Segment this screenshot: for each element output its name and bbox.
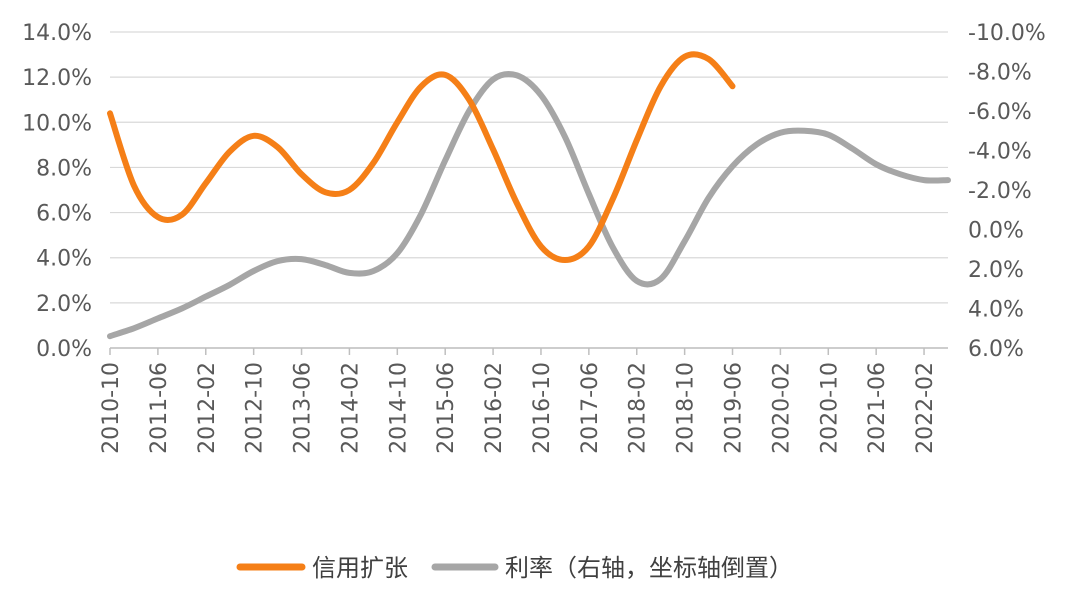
- series-line-credit-expansion: [107, 51, 736, 263]
- x-tick-label: 2016-10: [530, 362, 555, 454]
- left-tick-label: 10.0%: [22, 111, 92, 136]
- x-tick-label: 2019-06: [722, 362, 747, 454]
- x-tick-label: 2020-10: [817, 362, 842, 454]
- series-line-interest-rate: [107, 70, 951, 340]
- right-axis-tick-labels: 6.0% 4.0% 2.0% 0.0% -2.0% -4.0% -6.0% -8.0% -10.…: [968, 21, 1046, 362]
- x-tick-label: 2013-06: [291, 362, 316, 454]
- left-tick-label: 14.0%: [22, 21, 92, 46]
- right-tick-label: 4.0%: [968, 298, 1024, 323]
- axes: [109, 347, 948, 355]
- grid-lines: [110, 31, 948, 349]
- x-tick-label: 2018-02: [626, 362, 651, 454]
- x-tick-label: 2017-06: [578, 362, 603, 454]
- right-tick-label: -8.0%: [968, 61, 1032, 86]
- legend-label-credit: 信用扩张: [312, 554, 408, 582]
- right-tick-label: 6.0%: [968, 337, 1024, 362]
- x-axis-tick-labels: 2010-10 2011-06 2012-02 2012-10 2013-06 2014-…: [99, 362, 938, 454]
- x-tick-label: 2014-10: [386, 362, 411, 454]
- x-tick-label: 2022-02: [913, 362, 938, 454]
- legend-label-rate: 利率（右轴，坐标轴倒置）: [505, 554, 793, 582]
- left-axis-tick-labels: 0.0% 2.0% 4.0% 6.0% 8.0% 10.0% 12.0% 14.0%: [22, 21, 92, 362]
- x-tick-label: 2014-02: [338, 362, 363, 454]
- x-tick-label: 2012-10: [243, 362, 268, 454]
- x-tick-label: 2012-02: [195, 362, 220, 454]
- right-tick-label: -4.0%: [968, 140, 1032, 165]
- x-tick-label: 2016-02: [482, 362, 507, 454]
- right-tick-label: -10.0%: [968, 21, 1046, 46]
- series-lines: [107, 51, 951, 340]
- x-tick-label: 2011-06: [147, 362, 172, 454]
- left-tick-label: 2.0%: [36, 292, 92, 317]
- right-tick-label: -2.0%: [968, 179, 1032, 204]
- x-tick-label: 2021-06: [865, 362, 890, 454]
- x-tick-label: 2018-10: [674, 362, 699, 454]
- left-tick-label: 0.0%: [36, 337, 92, 362]
- left-tick-label: 8.0%: [36, 156, 92, 181]
- left-tick-label: 12.0%: [22, 66, 92, 91]
- right-tick-label: 0.0%: [968, 219, 1024, 244]
- left-tick-label: 6.0%: [36, 202, 92, 227]
- right-tick-label: -6.0%: [968, 100, 1032, 125]
- x-tick-label: 2020-02: [769, 362, 794, 454]
- x-tick-label: 2015-06: [434, 362, 459, 454]
- right-tick-label: 2.0%: [968, 258, 1024, 283]
- left-tick-label: 4.0%: [36, 247, 92, 272]
- legend: 信用扩张 利率（右轴，坐标轴倒置）: [236, 554, 793, 582]
- x-tick-label: 2010-10: [99, 362, 124, 454]
